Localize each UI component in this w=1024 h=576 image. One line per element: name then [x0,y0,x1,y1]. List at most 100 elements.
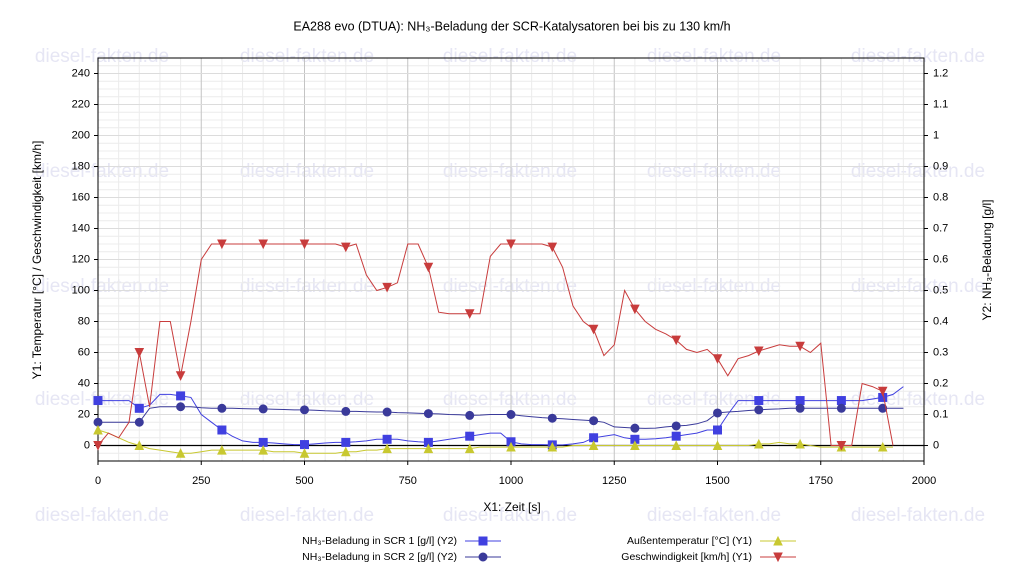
marker [877,386,888,397]
marker [134,403,144,413]
y-tick-label: 240 [72,67,90,79]
watermark: diesel-fakten.de [851,161,985,182]
marker [630,304,640,315]
marker [547,413,557,423]
marker [93,441,103,451]
marker [547,242,558,253]
x-tick-label: 1500 [705,475,729,487]
marker [478,552,488,562]
marker [506,239,516,250]
x-tick-label: 250 [192,475,210,487]
x-tick-label: 1000 [499,475,523,487]
marker [630,423,640,433]
marker [754,396,764,406]
watermark: diesel-fakten.de [35,161,169,182]
marker [93,424,103,435]
marker [340,446,351,457]
marker [713,425,722,435]
watermark: diesel-fakten.de [443,46,577,67]
watermark: diesel-fakten.de [647,389,781,410]
watermark: diesel-fakten.de [647,505,781,526]
marker [382,434,392,444]
y2-tick-label: 1.2 [933,67,948,79]
x-tick-label: 0 [95,475,101,487]
marker [382,407,392,417]
marker [93,396,103,406]
y-tick-label: 0 [84,439,90,451]
x-tick-label: 500 [295,475,313,487]
marker [878,403,888,413]
legend-item: NH₃-Beladung in SCR 2 [g/l] (Y2) [302,551,501,563]
marker [134,417,144,427]
marker [176,391,186,401]
y2-tick-label: 0.7 [933,222,948,234]
y2-tick-label: 0.5 [933,284,948,296]
marker [341,437,351,447]
marker [423,443,434,454]
y2-tick-label: 0 [933,439,939,451]
watermark: diesel-fakten.de [35,46,169,67]
x-tick-label: 750 [399,475,417,487]
marker [506,441,516,452]
marker [217,425,227,435]
x-axis-label: X1: Zeit [s] [483,500,540,514]
watermark: diesel-fakten.de [240,46,374,67]
watermark: diesel-fakten.de [35,505,169,526]
marker [588,440,599,450]
marker [382,443,392,454]
y2-tick-label: 0.8 [933,191,948,203]
y-tick-label: 200 [72,129,90,141]
marker [217,239,227,250]
marker [671,421,681,431]
marker [671,335,682,346]
marker [299,448,310,458]
watermark: diesel-fakten.de [851,276,985,297]
marker [340,242,351,253]
marker [465,431,475,441]
watermark: diesel-fakten.de [240,161,374,182]
marker [134,348,145,358]
watermark: diesel-fakten.de [647,161,781,182]
legend-label: NH₃-Beladung in SCR 1 [g/l] (Y2) [302,535,457,547]
marker [712,440,723,450]
y2-axis-label: Y2: NH₃-Beladung [g/l] [980,200,994,321]
marker [773,552,783,563]
watermark: diesel-fakten.de [35,276,169,297]
marker [795,438,805,449]
marker [877,441,888,452]
marker [465,410,475,420]
marker [589,416,599,426]
marker [671,440,682,450]
marker [299,239,310,250]
marker [588,324,599,335]
marker [795,403,805,413]
marker [753,346,764,357]
y-tick-label: 160 [72,191,90,203]
watermark: diesel-fakten.de [851,46,985,67]
watermark: diesel-fakten.de [443,505,577,526]
y2-tick-label: 0.1 [933,408,948,420]
y2-tick-label: 1 [933,129,939,141]
legend-label: Außentemperatur [°C] (Y1) [627,535,752,547]
marker [134,440,145,450]
marker [175,371,186,381]
watermark: diesel-fakten.de [240,505,374,526]
marker [258,404,268,414]
legend-item: Außentemperatur [°C] (Y1) [627,535,796,547]
marker [464,443,475,454]
watermark: diesel-fakten.de [240,389,374,410]
y-tick-label: 20 [78,408,90,420]
y2-tick-label: 1.1 [933,98,948,110]
marker [258,239,269,250]
y2-tick-label: 0.4 [933,315,948,327]
marker [464,309,475,319]
marker [300,440,309,450]
marker [795,396,805,406]
watermark: diesel-fakten.de [443,161,577,182]
y-tick-label: 100 [72,284,90,296]
series-line [98,386,904,446]
marker [478,536,488,546]
marker [341,406,351,416]
legend-item: Geschwindigkeit [km/h] (Y1) [621,551,796,563]
